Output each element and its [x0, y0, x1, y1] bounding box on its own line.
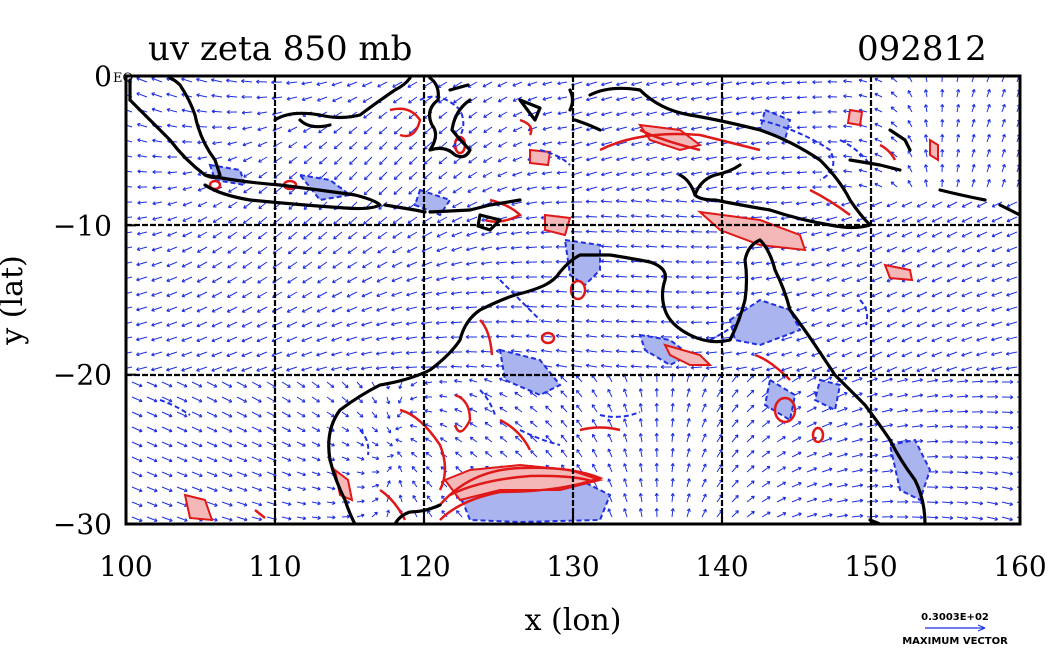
max-vector-label: MAXIMUM VECTOR	[902, 636, 1008, 647]
coastline-sumatra	[128, 76, 222, 180]
x-tick-label: 150	[844, 550, 897, 583]
coastline-java	[203, 173, 382, 211]
y-tick-label: −30	[53, 508, 112, 541]
y-axis-label: y (lat)	[0, 255, 30, 345]
x-tick-label: 160	[993, 550, 1046, 583]
max-vector-arrowhead	[977, 624, 986, 632]
y-tick-label: −20	[53, 359, 112, 392]
positive-vorticity-shading	[183, 108, 939, 522]
plot-title: uv zeta 850 mb	[148, 29, 412, 69]
x-tick-label: 100	[99, 550, 152, 583]
y-axis-ticks: 0 −10 −20 −30	[53, 60, 136, 541]
x-axis-label: x (lon)	[525, 603, 622, 638]
date-code: 092812	[857, 29, 987, 69]
y-tick-label: −10	[53, 209, 112, 242]
max-vector-value: 0.3003E+02	[921, 612, 989, 623]
negative-vorticity-contours	[159, 95, 871, 456]
coastline-australia	[327, 238, 927, 524]
x-axis-ticks: 100 110 120 130 140 150 160	[99, 514, 1047, 583]
x-tick-label: 140	[695, 550, 748, 583]
y-tick-label: 0	[94, 60, 112, 93]
equator-label: EQ	[113, 71, 133, 86]
x-tick-label: 130	[546, 550, 599, 583]
max-vector-legend: 0.3003E+02 MAXIMUM VECTOR	[902, 612, 1008, 647]
coastline-sulawesi	[427, 76, 472, 159]
lat-lon-grid	[126, 76, 1020, 524]
coastline-borneo	[273, 76, 412, 122]
positive-vorticity-contours	[208, 107, 897, 521]
x-tick-label: 110	[248, 550, 301, 583]
map-plot-area: 100 110 120 130 140 150 160 0 −10 −20 −30	[53, 60, 1047, 583]
x-tick-label: 120	[397, 550, 450, 583]
